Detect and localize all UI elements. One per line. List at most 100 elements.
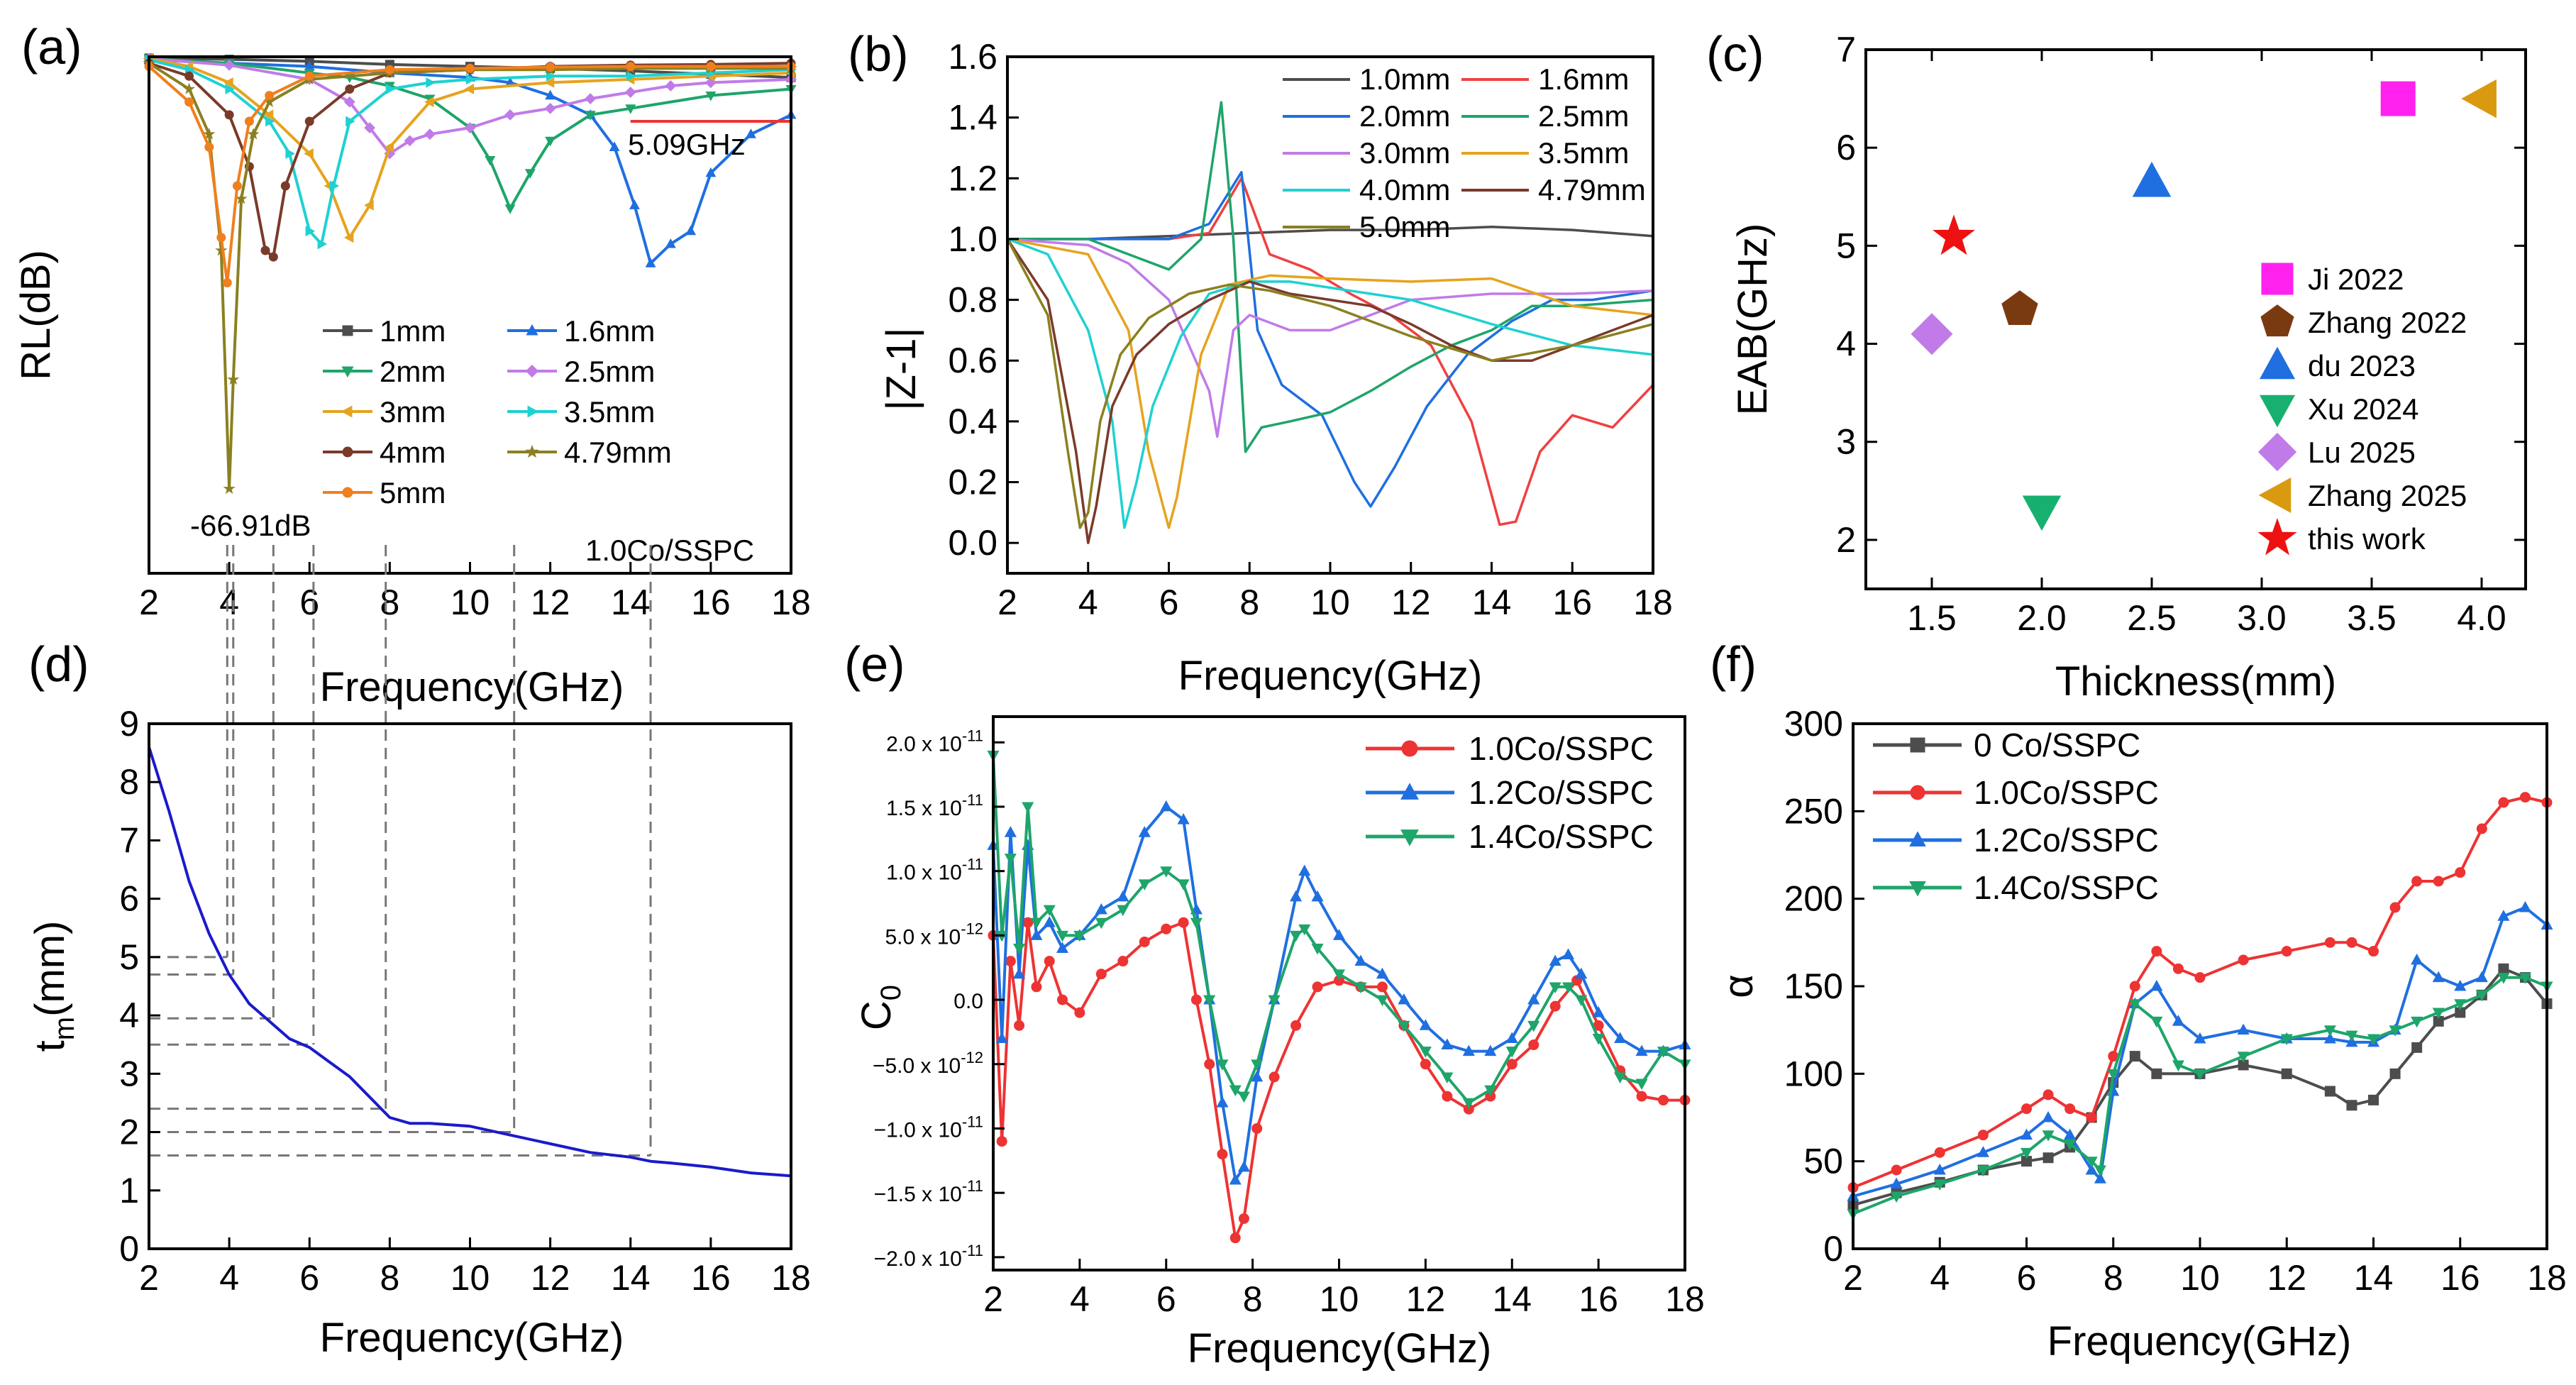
series-a-2mm-point (485, 156, 496, 166)
panel-e-xtick-label: 2 (983, 1279, 1003, 1319)
legend-c-label: Lu 2025 (2308, 436, 2416, 469)
series-e-1.4Co/SSPC-point (1160, 866, 1173, 878)
panel-f-ytick-label: 150 (1784, 966, 1843, 1006)
series-f-1.4Co/SSPC-point (2323, 1025, 2336, 1037)
series-e-1.4Co/SSPC-point (1614, 1072, 1627, 1083)
legend-b: 1.0mm 1.6mm 2.0mm 2.5mm 3.0mm 3.5mm 4.0mm 4.79m… (1283, 62, 1646, 243)
legend-e-marker (1400, 783, 1419, 800)
series-a-3.5mm-point (546, 70, 556, 82)
series-f-0 Co/SSPC-point (2411, 1042, 2423, 1053)
series-f-1.4Co/SSPC-point (2475, 990, 2488, 1002)
series-a-5mm-point (265, 91, 275, 101)
series-e-1.2Co/SSPC-line (992, 805, 1686, 1181)
series-e-1.4Co/SSPC-point (1332, 969, 1346, 981)
series-e-1.4Co/SSPC-point (1575, 995, 1588, 1007)
panel-e-xtick-label: 12 (1406, 1279, 1446, 1319)
panel-e-xtick-label: 8 (1243, 1279, 1263, 1319)
series-e-1.0Co/SSPC-point (1139, 936, 1150, 947)
series-e-1.4Co/SSPC-point (1484, 1085, 1497, 1097)
series-a-4.79mm-point (182, 82, 196, 94)
series-f-1.4Co/SSPC-point (2367, 1034, 2380, 1046)
series-f-1.0Co/SSPC-point (2498, 797, 2509, 808)
panel-e-ytick-mantissa: −1.5 x 10 (874, 1183, 962, 1206)
legend-a-label: 1.6mm (564, 314, 655, 348)
series-e-1.4Co/SSPC-point (1290, 930, 1303, 942)
series-a-1.6mm-point (665, 238, 676, 248)
panel-b-xtick-label: 16 (1552, 583, 1592, 622)
series-f-1.4Co/SSPC-point (2128, 999, 2141, 1010)
panel-a-xtick-label: 4 (219, 583, 239, 622)
series-e-1.2Co/SSPC-point (1376, 967, 1388, 979)
series-a-3.5mm-point (285, 148, 295, 159)
series-a-2.5mm-point (544, 102, 556, 114)
series-e-1.4Co/SSPC-point (1398, 1020, 1410, 1032)
series-e-1.2Co/SSPC-point (1043, 916, 1056, 927)
panel-d-ylabel: tm(mm) (27, 921, 80, 1052)
legend-c-label: Zhang 2025 (2308, 479, 2467, 512)
series-e-1.0Co/SSPC-point (1420, 1059, 1431, 1070)
panel-e-ytick-mantissa: 1.5 x 10 (886, 797, 962, 820)
series-e-1.4Co/SSPC-point (1095, 917, 1107, 929)
legend-c-marker (2260, 304, 2294, 337)
legend-c-label: Zhang 2022 (2308, 306, 2467, 339)
panel-a-xtick-label: 8 (380, 583, 399, 622)
panel-e-ylabel-main: C (853, 1000, 900, 1030)
series-e-1.2Co/SSPC-point (1160, 800, 1173, 812)
series-a-4.79mm-point (223, 482, 236, 495)
panel-f: 2 4 6 8 10 12 14 16 18 0 50 100 150 200 250 300 0 Co/SSP… (1715, 704, 2567, 1364)
legend-a-label: 4mm (380, 436, 446, 469)
series-e-1.0Co/SSPC-point (1074, 1007, 1085, 1018)
panel-c-xtick-label: 2.5 (2127, 598, 2177, 638)
series-f-1.4Co/SSPC-point (2020, 1147, 2033, 1159)
series-e-1.4Co/SSPC-point (1549, 982, 1561, 994)
series-a-3.5mm-point (626, 70, 636, 82)
point-zhang-2022 (2001, 290, 2038, 326)
panel-e-ytick-label: 1.0 x 10-11 (886, 856, 983, 885)
legend-a-label: 2.5mm (564, 355, 655, 388)
series-f-1.0Co/SSPC-point (2433, 876, 2444, 887)
series-a-4.79mm-point (203, 128, 216, 140)
series-f-0 Co/SSPC-point (2498, 963, 2509, 974)
series-f-0 Co/SSPC-line (1852, 967, 2548, 1207)
series-a-5mm-point (304, 71, 314, 81)
series-e-1.4Co/SSPC-point (1251, 1059, 1264, 1071)
series-f-1.4Co/SSPC-point (2042, 1130, 2055, 1142)
legend-f-label: 0 Co/SSPC (1974, 727, 2140, 763)
series-f-1.4Co/SSPC-point (2085, 1157, 2098, 1168)
series-e-1.2Co/SSPC-point (1332, 929, 1346, 940)
panel-e-ytick-label: −1.0 x 10-11 (874, 1113, 983, 1142)
series-b-3.0mm-line (1007, 238, 1654, 438)
series-e-1.4Co/SSPC-point (1354, 982, 1367, 994)
series-f-1.0Co/SSPC-point (2324, 937, 2335, 948)
series-a-2.5mm-point (343, 96, 355, 108)
panel-e-xtick-label: 4 (1070, 1279, 1090, 1319)
panel-d-ytick-label: 3 (119, 1054, 139, 1093)
series-f-1.2Co/SSPC-point (2454, 979, 2467, 991)
series-e-1.4Co/SSPC-point (1237, 1091, 1250, 1103)
series-f-1.4Co/SSPC-point (1890, 1191, 1903, 1203)
panel-c-ylabel: EAB(GHz) (1730, 224, 1776, 416)
series-a-5mm-point (546, 62, 555, 72)
panel-e-ytick-mantissa: −2.0 x 10 (874, 1247, 962, 1271)
annotation-eab: 5.09GHz (628, 128, 746, 161)
series-b-2.0mm-line (1007, 170, 1654, 508)
series-e-1.4Co/SSPC-point (1229, 1085, 1242, 1097)
series-f-1.4Co/SSPC-point (2172, 1060, 2184, 1072)
series-a-1.6mm-point (705, 167, 717, 177)
panel-c-xtick-label: 3.5 (2347, 598, 2397, 638)
series-e-1.4Co/SSPC-point (1311, 944, 1324, 955)
series-e-1.2Co/SSPC-point (1575, 967, 1588, 979)
series-f-1.4Co/SSPC-point (2194, 1069, 2206, 1081)
point-zhang-2025 (2461, 79, 2497, 118)
series-e-1.4Co/SSPC-point (1376, 995, 1388, 1007)
panel-b-xtick-label: 2 (997, 583, 1017, 622)
series-f-1.2Co/SSPC-point (2519, 900, 2531, 912)
series-f-1.2Co/SSPC-point (2237, 1023, 2250, 1035)
series-a-5mm-point (465, 63, 475, 73)
series-f-0 Co/SSPC-point (2324, 1086, 2335, 1097)
panel-d-xtick-label: 14 (611, 1258, 651, 1298)
legend-a-marker (341, 405, 353, 418)
legend-b-label: 1.6mm (1538, 62, 1629, 96)
panel-a-xtick-label: 16 (691, 583, 731, 622)
series-a-2.5mm-point (404, 135, 416, 147)
